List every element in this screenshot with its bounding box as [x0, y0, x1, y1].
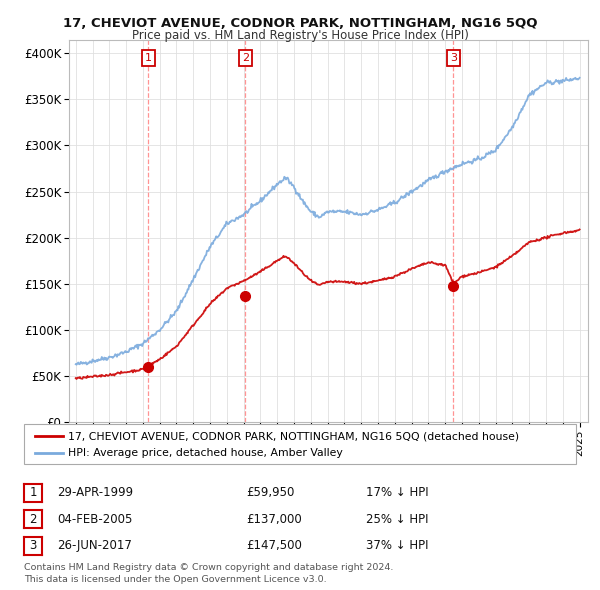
Text: 1: 1 [145, 53, 152, 63]
Text: 17% ↓ HPI: 17% ↓ HPI [366, 486, 428, 499]
Text: 3: 3 [450, 53, 457, 63]
Text: £147,500: £147,500 [246, 539, 302, 552]
Text: £137,000: £137,000 [246, 513, 302, 526]
Text: 04-FEB-2005: 04-FEB-2005 [57, 513, 133, 526]
Text: 2: 2 [29, 513, 37, 526]
Text: £59,950: £59,950 [246, 486, 295, 499]
Text: 37% ↓ HPI: 37% ↓ HPI [366, 539, 428, 552]
Text: HPI: Average price, detached house, Amber Valley: HPI: Average price, detached house, Ambe… [68, 448, 343, 458]
Text: 2: 2 [242, 53, 249, 63]
Text: 1: 1 [29, 486, 37, 499]
Text: Contains HM Land Registry data © Crown copyright and database right 2024.: Contains HM Land Registry data © Crown c… [24, 563, 394, 572]
Text: 17, CHEVIOT AVENUE, CODNOR PARK, NOTTINGHAM, NG16 5QQ (detached house): 17, CHEVIOT AVENUE, CODNOR PARK, NOTTING… [68, 431, 519, 441]
Text: 17, CHEVIOT AVENUE, CODNOR PARK, NOTTINGHAM, NG16 5QQ: 17, CHEVIOT AVENUE, CODNOR PARK, NOTTING… [63, 17, 537, 30]
Text: 26-JUN-2017: 26-JUN-2017 [57, 539, 132, 552]
Text: 29-APR-1999: 29-APR-1999 [57, 486, 133, 499]
Text: 3: 3 [29, 539, 37, 552]
Text: 25% ↓ HPI: 25% ↓ HPI [366, 513, 428, 526]
Text: Price paid vs. HM Land Registry's House Price Index (HPI): Price paid vs. HM Land Registry's House … [131, 30, 469, 42]
Text: This data is licensed under the Open Government Licence v3.0.: This data is licensed under the Open Gov… [24, 575, 326, 584]
